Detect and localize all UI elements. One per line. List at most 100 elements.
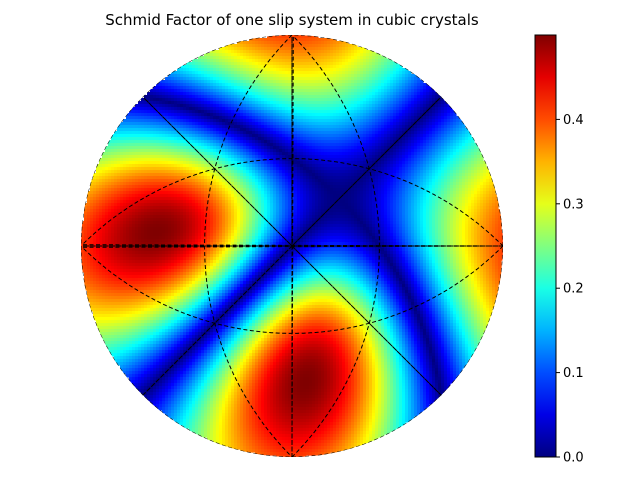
heatmap-cell (300, 95, 304, 99)
heatmap-cell (153, 89, 157, 93)
heatmap-cell (237, 83, 241, 87)
heatmap-cell (249, 92, 253, 96)
heatmap-cell (270, 68, 274, 72)
heatmap-cell (402, 71, 406, 75)
heatmap-cell (276, 62, 280, 66)
heatmap-cell (258, 83, 262, 87)
heatmap-cell (120, 131, 124, 135)
heatmap-cell (192, 83, 196, 87)
heatmap-cell (276, 38, 280, 42)
heatmap-cell (408, 92, 412, 96)
heatmap-cell (429, 122, 433, 126)
heatmap-cell (393, 71, 397, 75)
heatmap-cell (141, 128, 145, 132)
heatmap-cell (333, 62, 337, 66)
heatmap-cell (237, 113, 241, 117)
heatmap-cell (204, 74, 208, 78)
heatmap-cell (186, 98, 190, 102)
heatmap-cell (270, 77, 274, 81)
heatmap-cell (231, 47, 235, 51)
heatmap-cell (309, 95, 313, 99)
heatmap-cell (432, 107, 436, 111)
heatmap-cell (399, 68, 403, 72)
heatmap-cell (294, 128, 298, 132)
heatmap-cell (333, 125, 337, 129)
heatmap-cell (435, 119, 439, 123)
heatmap-cell (288, 53, 292, 57)
heatmap-cell (198, 104, 202, 108)
heatmap-cell (117, 125, 121, 129)
heatmap-cell (318, 119, 322, 123)
heatmap-cell (369, 116, 373, 120)
heatmap-cell (318, 62, 322, 66)
heatmap-cell (144, 110, 148, 114)
heatmap-cell (327, 56, 331, 60)
heatmap-cell (129, 110, 133, 114)
heatmap-cell (216, 116, 220, 120)
heatmap-cell (150, 95, 154, 99)
heatmap-cell (342, 74, 346, 78)
heatmap-cell (249, 110, 253, 114)
heatmap-cell (120, 134, 124, 138)
heatmap-cell (309, 65, 313, 69)
heatmap-cell (348, 116, 352, 120)
heatmap-cell (219, 110, 223, 114)
heatmap-cell (273, 62, 277, 66)
heatmap-cell (285, 113, 289, 117)
heatmap-cell (363, 80, 367, 84)
heatmap-cell (312, 86, 316, 90)
heatmap-cell (276, 95, 280, 99)
heatmap-cell (258, 38, 262, 42)
heatmap-cell (306, 50, 310, 54)
heatmap-cell (450, 125, 454, 129)
heatmap-cell (279, 65, 283, 69)
heatmap-cell (309, 71, 313, 75)
heatmap-cell (216, 74, 220, 78)
heatmap-cell (342, 59, 346, 63)
heatmap-cell (321, 134, 325, 138)
heatmap-cell (426, 125, 430, 129)
heatmap-cell (174, 110, 178, 114)
heatmap-cell (339, 50, 343, 54)
heatmap-cell (222, 68, 226, 72)
heatmap-cell (306, 116, 310, 120)
heatmap-cell (303, 62, 307, 66)
heatmap-cell (321, 53, 325, 57)
heatmap-cell (357, 104, 361, 108)
heatmap-cell (327, 44, 331, 48)
heatmap-cell (411, 95, 415, 99)
heatmap-cell (315, 98, 319, 102)
heatmap-cell (225, 128, 229, 132)
heatmap-cell (315, 44, 319, 48)
heatmap-cell (177, 89, 181, 93)
heatmap-cell (285, 53, 289, 57)
heatmap-cell (429, 131, 433, 135)
heatmap-cell (186, 107, 190, 111)
heatmap-cell (237, 107, 241, 111)
heatmap-cell (309, 98, 313, 102)
heatmap-cell (183, 104, 187, 108)
heatmap-cell (378, 89, 382, 93)
heatmap-cell (306, 95, 310, 99)
heatmap-cell (366, 77, 370, 81)
heatmap-cell (150, 89, 154, 93)
heatmap-cell (324, 116, 328, 120)
heatmap-cell (375, 77, 379, 81)
heatmap-cell (273, 107, 277, 111)
heatmap-cell (252, 83, 256, 87)
heatmap-cell (333, 44, 337, 48)
heatmap-cell (414, 98, 418, 102)
heatmap-cell (237, 116, 241, 120)
heatmap-cell (273, 83, 277, 87)
heatmap-cell (360, 62, 364, 66)
heatmap-cell (198, 77, 202, 81)
heatmap-cell (219, 83, 223, 87)
heatmap-cell (303, 104, 307, 108)
heatmap-cell (210, 89, 214, 93)
heatmap-cell (378, 77, 382, 81)
heatmap-cell (240, 83, 244, 87)
heatmap-cell (309, 41, 313, 45)
heatmap-cell (252, 101, 256, 105)
heatmap-cell (135, 104, 139, 108)
heatmap-cell (162, 119, 166, 123)
